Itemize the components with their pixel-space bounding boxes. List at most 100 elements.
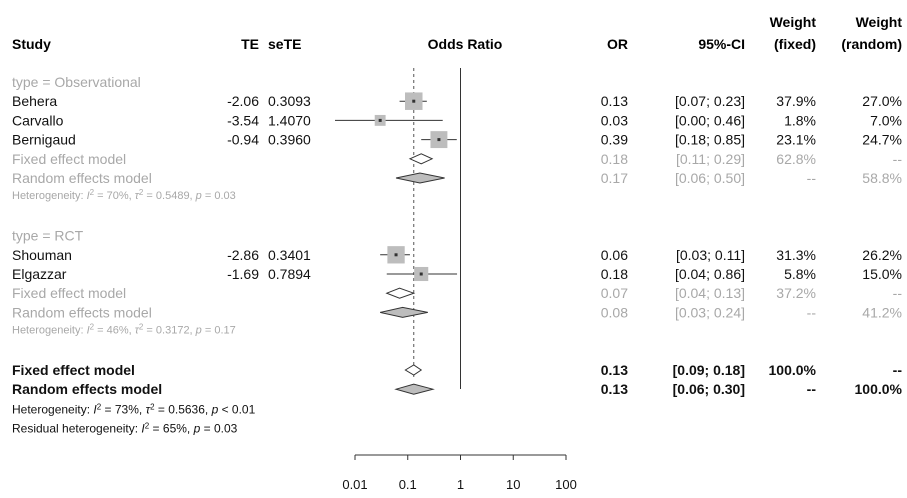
tau-symbol: τ — [135, 190, 140, 202]
study-label: Behera — [12, 93, 57, 109]
te-value: -2.86 — [227, 247, 259, 263]
axis-tick-label: 0.01 — [342, 477, 367, 492]
weight-random-value: 24.7% — [862, 132, 902, 148]
tau-superscript: 2 — [139, 322, 144, 331]
te-value: -1.69 — [227, 266, 259, 282]
weight-fixed-value: -- — [807, 381, 817, 397]
row-sub-fixed: Fixed effect model 0.07 [0.04; 0.13] 37.2% -… — [12, 285, 902, 301]
study-label: Random effects model — [12, 170, 152, 186]
header-row: Study TE seTE Odds Ratio OR 95%-CI Weigh… — [12, 14, 902, 52]
row-group: type = Observational — [12, 74, 141, 90]
row-study: Bernigaud -0.94 0.3960 0.39 [0.18; 0.85] 23.1… — [12, 132, 902, 148]
group-label: type = Observational — [12, 74, 141, 90]
weight-fixed-value: -- — [807, 304, 817, 320]
sete-value: 0.3960 — [268, 132, 311, 148]
fixed-effect-diamond — [404, 364, 423, 376]
ci-value: [0.18; 0.85] — [675, 132, 745, 148]
row-study: Shouman -2.86 0.3401 0.06 [0.03; 0.11] 31.3% 2… — [12, 247, 902, 263]
i2-symbol: I — [87, 325, 90, 337]
or-value: 0.08 — [601, 304, 628, 320]
reference-lines — [413, 68, 461, 389]
ci-value: [0.04; 0.13] — [675, 285, 745, 301]
row-sub-random: Random effects model 0.17 [0.06; 0.50] -- 58… — [12, 170, 902, 186]
row-group: type = RCT — [12, 228, 84, 244]
tau-value: = 0.5636, — [155, 402, 212, 416]
ci-value: [0.06; 0.30] — [673, 381, 745, 397]
point-estimate — [412, 99, 416, 103]
i2-superscript: 2 — [90, 322, 95, 331]
header-or: OR — [607, 36, 628, 52]
i2-symbol: I — [87, 190, 90, 202]
weight-fixed-value: 100.0% — [769, 362, 817, 378]
study-label: Fixed effect model — [12, 151, 126, 167]
weight-random-value: -- — [893, 151, 903, 167]
point-estimate — [437, 138, 441, 142]
header-study: Study — [12, 36, 51, 52]
point-estimate — [419, 272, 423, 276]
header-weight-fixed-1: Weight — [770, 14, 817, 30]
ci-value: [0.03; 0.24] — [675, 304, 745, 320]
weight-fixed-value: 1.8% — [784, 112, 816, 128]
row-het-main: Residual heterogeneity: I2 = 65%, p = 0.… — [12, 421, 238, 436]
heterogeneity-prefix: Heterogeneity: — [12, 325, 87, 337]
weight-random-value: 58.8% — [862, 170, 902, 186]
or-value: 0.13 — [601, 362, 628, 378]
p-symbol: p — [211, 402, 219, 416]
axis-tick-label: 10 — [506, 477, 520, 492]
te-value: -2.06 — [227, 93, 259, 109]
ci-value: [0.11; 0.29] — [676, 151, 745, 167]
tau-value: = 0.5489, — [143, 190, 195, 202]
or-value: 0.07 — [601, 285, 628, 301]
p-value: = 0.03 — [202, 190, 236, 202]
i2-superscript: 2 — [145, 421, 150, 430]
weight-fixed-value: 5.8% — [784, 266, 816, 282]
point-estimate — [394, 253, 398, 257]
or-value: 0.13 — [601, 93, 628, 109]
ci-value: [0.09; 0.18] — [673, 362, 745, 378]
weight-fixed-value: 62.8% — [776, 151, 816, 167]
p-value: = 0.03 — [200, 422, 237, 436]
axis-tick-label: 0.1 — [399, 477, 417, 492]
weight-fixed-value: 37.9% — [776, 93, 816, 109]
ci-value: [0.07; 0.23] — [675, 93, 745, 109]
i2-symbol: I — [93, 402, 97, 416]
study-label: Shouman — [12, 247, 72, 263]
row-overall-fixed: Fixed effect model 0.13 [0.09; 0.18] 100.0%… — [12, 362, 902, 378]
study-label: Fixed effect model — [12, 362, 135, 378]
sete-value: 0.3093 — [268, 93, 311, 109]
heterogeneity-prefix: Heterogeneity: — [12, 402, 93, 416]
p-value: = 0.17 — [202, 325, 236, 337]
random-effects-diamond — [380, 306, 428, 318]
row-study: Behera -2.06 0.3093 0.13 [0.07; 0.23] 37.9% 27… — [12, 93, 902, 109]
te-value: -0.94 — [227, 132, 259, 148]
i2-symbol: I — [141, 422, 145, 436]
sete-value: 1.4070 — [268, 112, 311, 128]
row-het-main: Heterogeneity: I2 = 73%, τ2 = 0.5636, p … — [12, 402, 256, 417]
random-effects-diamond — [395, 172, 445, 184]
weight-random-value: 15.0% — [862, 266, 902, 282]
row-sub-random: Random effects model 0.08 [0.03; 0.24] -- 41… — [12, 304, 902, 320]
tau-value: = 0.3172, — [143, 325, 195, 337]
study-label: Fixed effect model — [12, 285, 126, 301]
tau-symbol: τ — [135, 325, 140, 337]
x-axis: 0.01 0.1 1 10 100 — [342, 454, 577, 492]
i2-superscript: 2 — [90, 188, 95, 197]
row-het: Heterogeneity: I2 = 46%, τ2 = 0.3172, p … — [12, 322, 236, 337]
weight-fixed-value: -- — [807, 170, 817, 186]
row-sub-fixed: Fixed effect model 0.18 [0.11; 0.29] 62.8% -… — [12, 151, 902, 167]
or-value: 0.17 — [601, 170, 628, 186]
ci-value: [0.04; 0.86] — [675, 266, 745, 282]
study-label: Carvallo — [12, 112, 64, 128]
header-te: TE — [241, 36, 259, 52]
group-label: type = RCT — [12, 228, 84, 244]
axis-tick-label: 100 — [555, 477, 577, 492]
axis-tick-label: 1 — [457, 477, 464, 492]
sete-value: 0.7894 — [268, 266, 311, 282]
or-value: 0.03 — [601, 112, 628, 128]
header-weight-random-2: (random) — [841, 36, 902, 52]
weight-random-value: 41.2% — [862, 304, 902, 320]
study-label: Random effects model — [12, 381, 162, 397]
weight-random-value: -- — [893, 285, 903, 301]
row-study: Carvallo -3.54 1.4070 0.03 [0.00; 0.46] 1.8% 7… — [12, 112, 902, 128]
i2-value: = 65%, — [149, 422, 193, 436]
